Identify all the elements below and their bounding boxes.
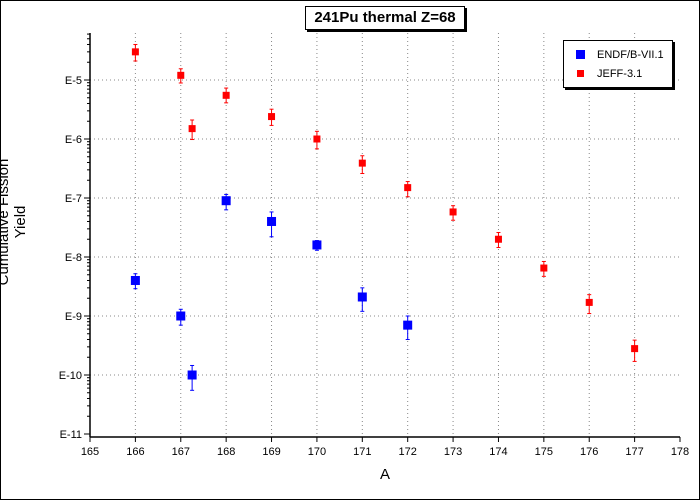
jeff-data-point bbox=[177, 71, 185, 79]
jeff-data-point bbox=[131, 48, 139, 56]
x-tick-label: 169 bbox=[262, 446, 280, 458]
legend-label-jeff: JEFF-3.1 bbox=[597, 68, 643, 80]
y-tick-label: E-11 bbox=[60, 429, 82, 441]
jeff-data-point bbox=[631, 345, 639, 353]
x-tick-label: 170 bbox=[308, 446, 326, 458]
endf-data-point bbox=[357, 292, 367, 302]
x-tick-label: 178 bbox=[671, 446, 689, 458]
legend: ENDF/B-VII.1 JEFF-3.1 bbox=[563, 40, 673, 88]
endf-data-point bbox=[221, 196, 231, 206]
y-tick-label: E-5 bbox=[65, 75, 82, 87]
jeff-data-point bbox=[358, 159, 366, 167]
endf-data-point bbox=[267, 216, 277, 226]
endf-data-point bbox=[130, 275, 140, 285]
x-tick-label: 172 bbox=[399, 446, 417, 458]
y-tick-label: E-6 bbox=[65, 134, 82, 146]
legend-swatch-jeff bbox=[577, 70, 584, 77]
jeff-data-point bbox=[494, 235, 502, 243]
x-tick-label: 165 bbox=[81, 446, 99, 458]
x-axis-label: A bbox=[379, 466, 390, 483]
endf-data-point bbox=[176, 311, 186, 321]
jeff-data-point bbox=[585, 298, 593, 306]
y-tick-label: E-9 bbox=[65, 311, 82, 323]
x-tick-label: 174 bbox=[489, 446, 507, 458]
x-tick-label: 167 bbox=[172, 446, 190, 458]
y-tick-label: E-10 bbox=[59, 370, 82, 382]
jeff-data-point bbox=[404, 184, 412, 192]
endf-data-point bbox=[187, 370, 197, 380]
x-tick-label: 168 bbox=[217, 446, 235, 458]
legend-label-endf: ENDF/B-VII.1 bbox=[597, 49, 664, 61]
jeff-data-point bbox=[222, 91, 230, 99]
x-tick-label: 176 bbox=[580, 446, 598, 458]
jeff-data-point bbox=[313, 135, 321, 143]
chart-title: 241Pu thermal Z=68 bbox=[305, 6, 465, 30]
jeff-data-point bbox=[449, 208, 457, 216]
x-tick-label: 175 bbox=[535, 446, 553, 458]
endf-data-point bbox=[403, 320, 413, 330]
legend-swatch-endf bbox=[576, 50, 585, 59]
y-tick-label: E-7 bbox=[65, 193, 82, 205]
endf-data-point bbox=[312, 240, 322, 250]
x-tick-label: 173 bbox=[444, 446, 462, 458]
x-tick-label: 177 bbox=[625, 446, 643, 458]
jeff-data-point bbox=[188, 125, 196, 133]
x-tick-label: 171 bbox=[353, 446, 371, 458]
y-axis-label: Cumulative Fission Yield bbox=[0, 158, 29, 286]
x-tick-label: 166 bbox=[126, 446, 144, 458]
jeff-data-point bbox=[540, 264, 548, 272]
jeff-data-point bbox=[268, 113, 276, 121]
y-tick-label: E-8 bbox=[65, 252, 82, 264]
